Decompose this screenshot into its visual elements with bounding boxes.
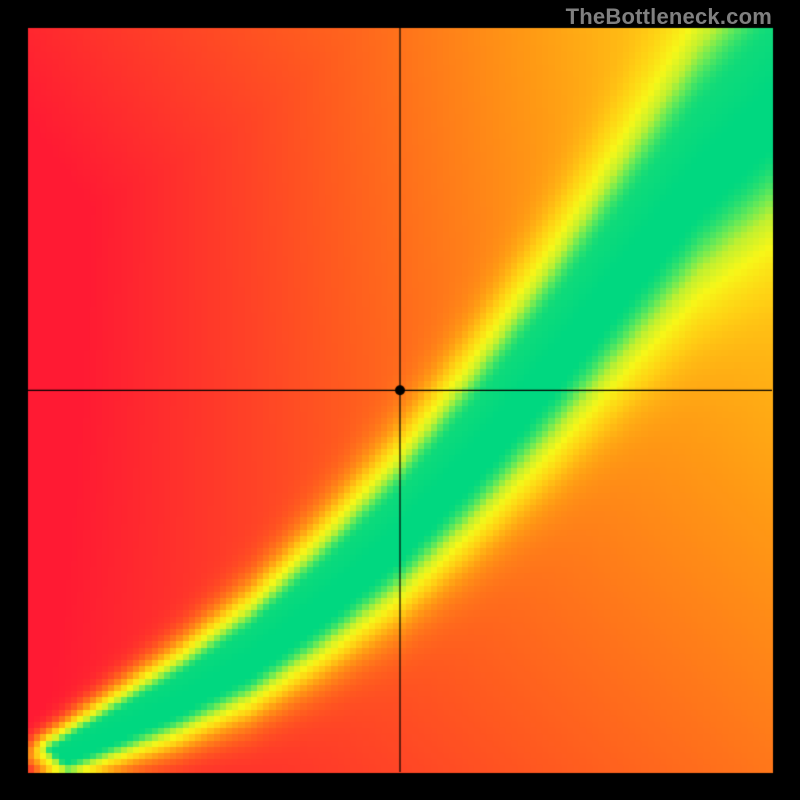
watermark-text: TheBottleneck.com [566, 4, 772, 30]
figure-root: TheBottleneck.com [0, 0, 800, 800]
heatmap-canvas [0, 0, 800, 800]
